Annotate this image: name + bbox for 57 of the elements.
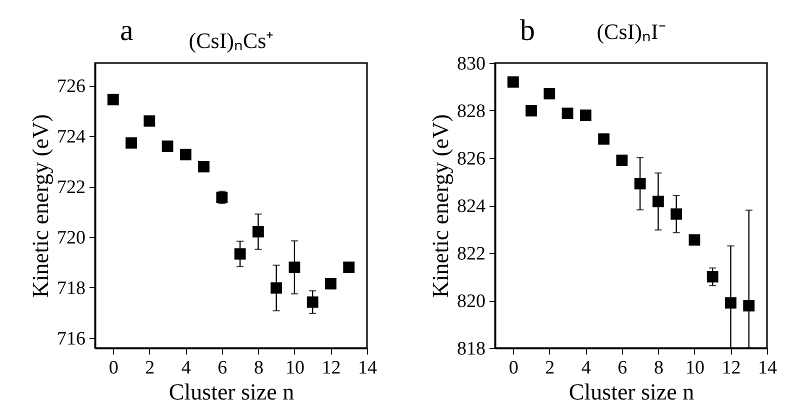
text: a xyxy=(120,14,134,48)
point xyxy=(343,262,355,273)
point xyxy=(743,300,755,312)
point xyxy=(616,154,628,166)
point xyxy=(598,133,610,145)
point xyxy=(107,94,119,106)
y-tick-label: 718 xyxy=(57,278,86,299)
y-tick-label: 822 xyxy=(457,244,486,264)
x-axis-title: Cluster size n xyxy=(568,380,695,404)
y-tick-label: 828 xyxy=(457,101,486,122)
y-tick-label: 826 xyxy=(457,148,486,170)
point xyxy=(634,178,646,190)
point xyxy=(526,105,537,116)
x-tick-label: 4 xyxy=(181,358,192,378)
y-tick-label: 824 xyxy=(457,196,486,217)
x-tick-label: 12 xyxy=(322,358,341,378)
y-tick-label: 720 xyxy=(57,228,86,249)
point xyxy=(234,248,246,260)
y-tick-label: 724 xyxy=(57,126,86,148)
x-axis-title: Cluster size n xyxy=(168,380,295,404)
point xyxy=(306,296,318,308)
point xyxy=(180,148,192,160)
point xyxy=(688,234,700,246)
x-tick-label: 4 xyxy=(581,358,592,378)
point xyxy=(216,192,228,204)
y-tick-label: 830 xyxy=(457,54,486,74)
x-tick-label: 2 xyxy=(145,358,155,378)
point xyxy=(507,76,519,88)
x-tick-label: 12 xyxy=(722,358,741,378)
x-tick-label: 8 xyxy=(654,358,664,378)
x-tick-label: 0 xyxy=(108,358,118,378)
point xyxy=(144,115,156,127)
x-tick-label: 2 xyxy=(545,358,555,378)
x-tick-label: 14 xyxy=(358,358,378,378)
y-tick-label: 726 xyxy=(57,76,86,98)
x-tick-label: 6 xyxy=(218,358,228,378)
x-tick-label: 14 xyxy=(758,358,778,378)
y-axis-title: Kinetic energy (eV) xyxy=(428,114,453,298)
point xyxy=(580,110,592,121)
x-tick-label: 10 xyxy=(285,358,304,378)
y-axis-title: Kinetic energy (eV) xyxy=(28,114,53,298)
y-tick-label: 820 xyxy=(457,291,486,312)
point xyxy=(198,160,210,172)
point xyxy=(562,108,574,120)
chart-title: (CsI)ₙCs⁺ xyxy=(188,28,274,53)
x-tick-label: 6 xyxy=(618,358,628,378)
x-tick-label: 8 xyxy=(254,358,264,378)
y-tick-label: 716 xyxy=(57,328,86,350)
text: b xyxy=(520,14,535,48)
chart-title: (CsI)ₙI⁻ xyxy=(596,19,666,44)
y-tick-label: 722 xyxy=(57,177,86,198)
point xyxy=(126,137,137,149)
x-tick-label: 10 xyxy=(685,358,704,378)
x-tick-label: 0 xyxy=(508,358,518,378)
point xyxy=(162,140,174,152)
y-tick-label: 818 xyxy=(457,338,486,360)
point xyxy=(706,271,718,282)
